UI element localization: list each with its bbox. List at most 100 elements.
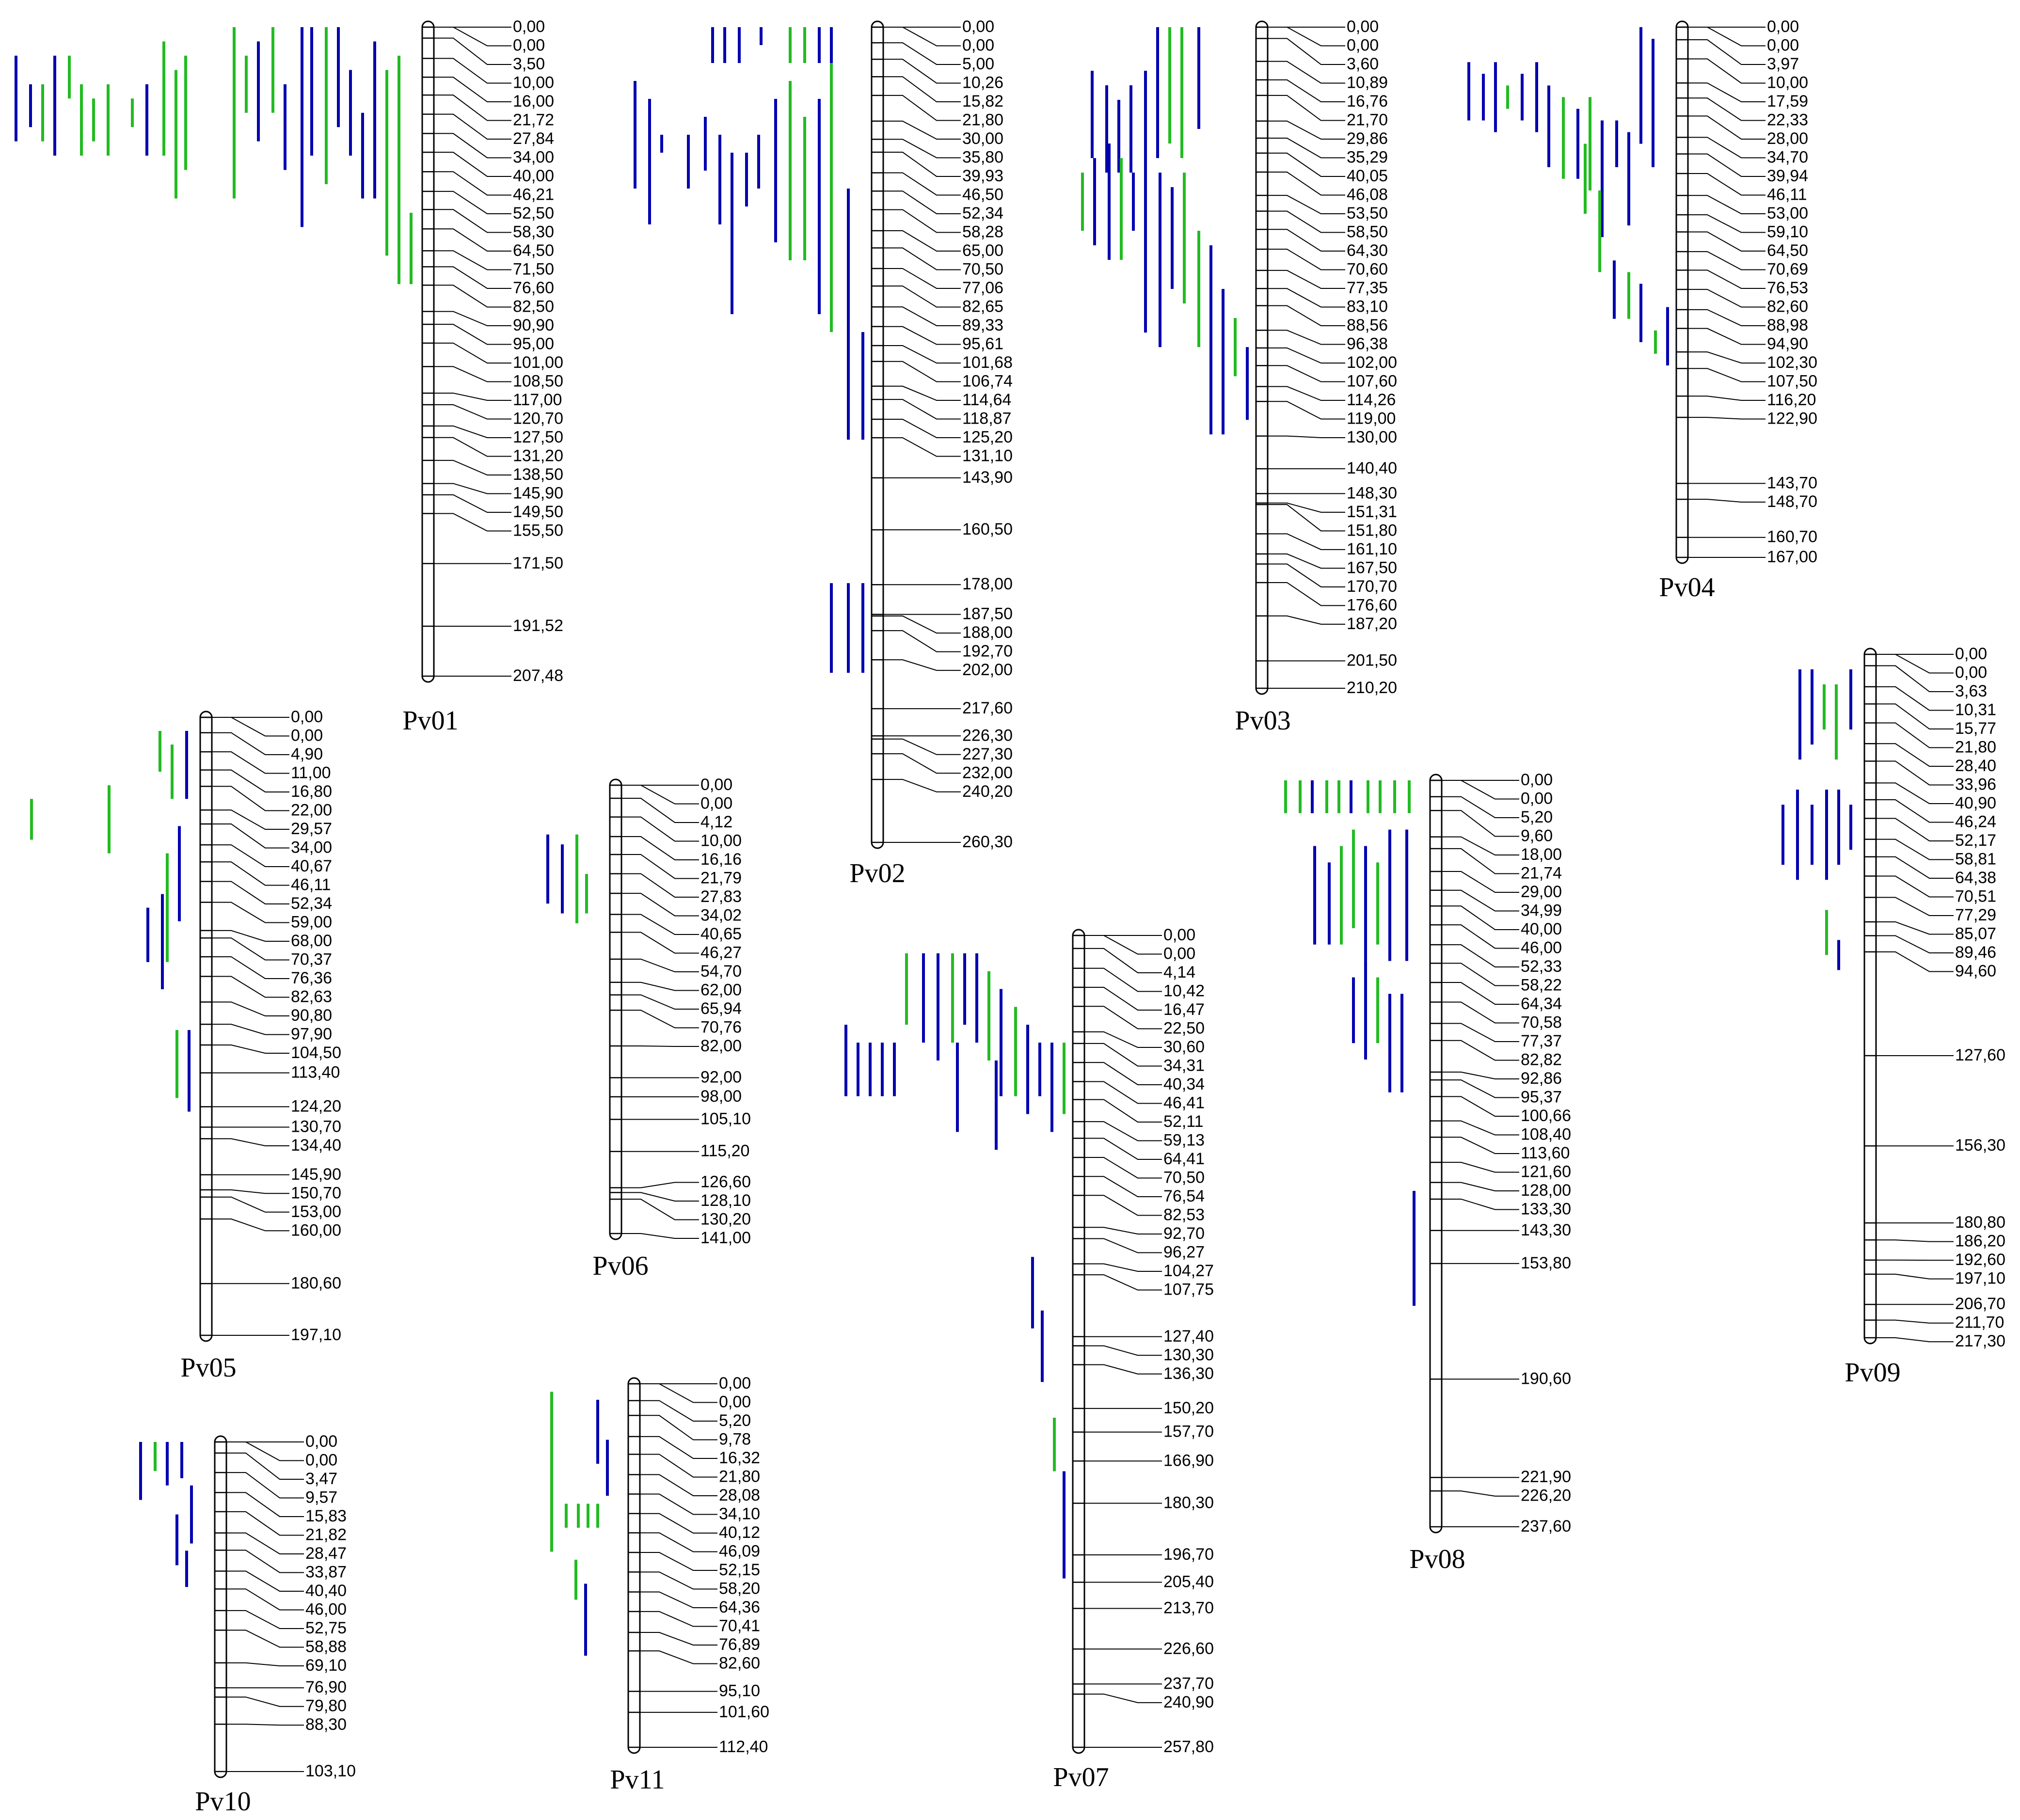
marker-leader	[883, 345, 961, 364]
qtl-intervals	[139, 1442, 193, 1587]
marker-leader	[1688, 153, 1766, 177]
marker-leader	[1268, 172, 1345, 196]
marker-position-label: 192,70	[962, 642, 1013, 661]
marker-position-label: 119,00	[1347, 410, 1396, 428]
marker-position-label: 160,00	[291, 1221, 341, 1239]
marker-position-label: 92,00	[700, 1068, 742, 1087]
marker-position-label: 76,60	[513, 279, 554, 297]
marker-leader	[212, 732, 289, 755]
marker-leader	[1876, 686, 1954, 711]
marker-position-label: 207,48	[513, 666, 563, 685]
marker-position-label: 151,80	[1347, 521, 1397, 539]
marker-position-label: 28,08	[719, 1486, 760, 1504]
marker-leader	[621, 1233, 699, 1239]
marker-leader	[883, 659, 961, 671]
marker-leader	[1268, 120, 1345, 140]
qtl-intervals	[30, 731, 191, 1112]
marker-leader	[1084, 1099, 1162, 1123]
marker-position-label: 121,60	[1521, 1163, 1571, 1181]
marker-leader	[1442, 1162, 1519, 1173]
marker-position-label: 21,80	[1955, 738, 1996, 757]
marker-position-label: 186,20	[1955, 1232, 2005, 1250]
marker-position-label: 21,74	[1521, 864, 1562, 883]
marker-position-label: 102,00	[1347, 353, 1397, 372]
marker-leader	[1268, 582, 1345, 606]
marker-leader	[1084, 1157, 1162, 1179]
marker-position-label: 0,00	[291, 708, 323, 726]
marker-leader	[883, 139, 961, 158]
chromosome-title: Pv09	[1845, 1358, 1900, 1388]
chromosome-title: Pv03	[1235, 706, 1290, 736]
marker-position-label: 237,70	[1163, 1674, 1214, 1693]
marker-position-label: 34,99	[1521, 902, 1562, 920]
marker-position-label: 95,61	[962, 335, 1003, 353]
marker-leader	[1688, 417, 1766, 420]
marker-leader	[434, 58, 511, 84]
marker-position-label: 240,90	[1163, 1693, 1214, 1711]
marker-leader	[434, 513, 511, 532]
marker-position-label: 101,68	[962, 353, 1013, 372]
marker-leader	[226, 1550, 304, 1573]
marker-position-label: 124,20	[291, 1097, 341, 1115]
marker-leader	[226, 1610, 304, 1629]
marker-leader	[212, 937, 289, 961]
marker-leader	[434, 437, 511, 457]
marker-position-label: 69,10	[305, 1656, 347, 1675]
marker-leader	[1876, 760, 1954, 786]
marker-leader	[621, 893, 699, 917]
marker-leader	[640, 1415, 717, 1440]
marker-leader	[883, 385, 961, 401]
marker-position-label: 206,70	[1955, 1295, 2005, 1313]
marker-leader	[1268, 27, 1345, 47]
marker-position-label: 40,40	[305, 1582, 347, 1600]
marker-position-label: 3,60	[1347, 55, 1379, 73]
marker-position-label: 0,00	[1521, 790, 1553, 808]
marker-position-label: 58,30	[513, 223, 554, 241]
marker-leader	[621, 1010, 699, 1029]
marker-position-label: 114,64	[962, 391, 1011, 409]
marker-leader	[640, 1551, 717, 1571]
marker-leader	[1084, 1238, 1162, 1253]
marker-leader	[883, 306, 961, 326]
chromosome-title: Pv01	[402, 706, 458, 736]
marker-position-label: 40,05	[1347, 167, 1388, 185]
marker-position-label: 21,72	[513, 111, 554, 129]
marker-leader	[1876, 856, 1954, 879]
marker-position-label: 39,94	[1767, 167, 1808, 185]
marker-leader	[883, 247, 961, 270]
marker-position-label: 58,28	[962, 223, 1003, 241]
marker-position-label: 4,14	[1163, 963, 1195, 981]
marker-leader	[621, 854, 699, 879]
marker-position-label: 95,00	[513, 335, 554, 353]
marker-position-label: 22,50	[1163, 1019, 1205, 1038]
marker-leader	[1442, 1079, 1519, 1098]
marker-position-label: 22,33	[1767, 111, 1808, 129]
marker-position-label: 82,50	[513, 298, 554, 316]
marker-position-label: 10,42	[1163, 982, 1205, 1000]
marker-position-label: 77,37	[1521, 1032, 1562, 1050]
marker-leader	[640, 1650, 717, 1664]
marker-leader	[1084, 1062, 1162, 1085]
marker-position-label: 150,70	[291, 1184, 341, 1202]
marker-leader	[212, 844, 289, 867]
chromosome-pv11: 0,000,005,209,7816,3221,8028,0834,1040,1…	[550, 1374, 769, 1795]
marker-position-label: 114,26	[1347, 391, 1396, 409]
marker-position-label: 148,70	[1767, 492, 1817, 511]
marker-position-label: 145,90	[513, 484, 563, 503]
marker-position-label: 127,40	[1163, 1327, 1214, 1345]
marker-leader	[434, 404, 511, 420]
marker-leader	[883, 615, 961, 634]
marker-position-label: 176,60	[1347, 596, 1397, 614]
marker-position-label: 98,00	[700, 1087, 742, 1106]
marker-position-label: 130,30	[1163, 1345, 1214, 1364]
chromosome-pv03: 0,000,003,6010,8916,7621,7029,8635,2940,…	[1081, 17, 1397, 736]
marker-leader	[1084, 987, 1162, 1011]
chromosome-pv08: 0,000,005,209,6018,0021,7429,0034,9940,0…	[1284, 771, 1571, 1574]
marker-position-label: 70,50	[1163, 1169, 1205, 1187]
marker-position-label: 64,30	[1347, 241, 1388, 260]
chromosome-bar	[1863, 648, 1877, 1345]
marker-position-label: 58,81	[1955, 850, 1996, 869]
marker-position-label: 62,00	[700, 981, 742, 999]
marker-leader	[883, 326, 961, 345]
marker-position-label: 53,50	[1347, 204, 1388, 222]
